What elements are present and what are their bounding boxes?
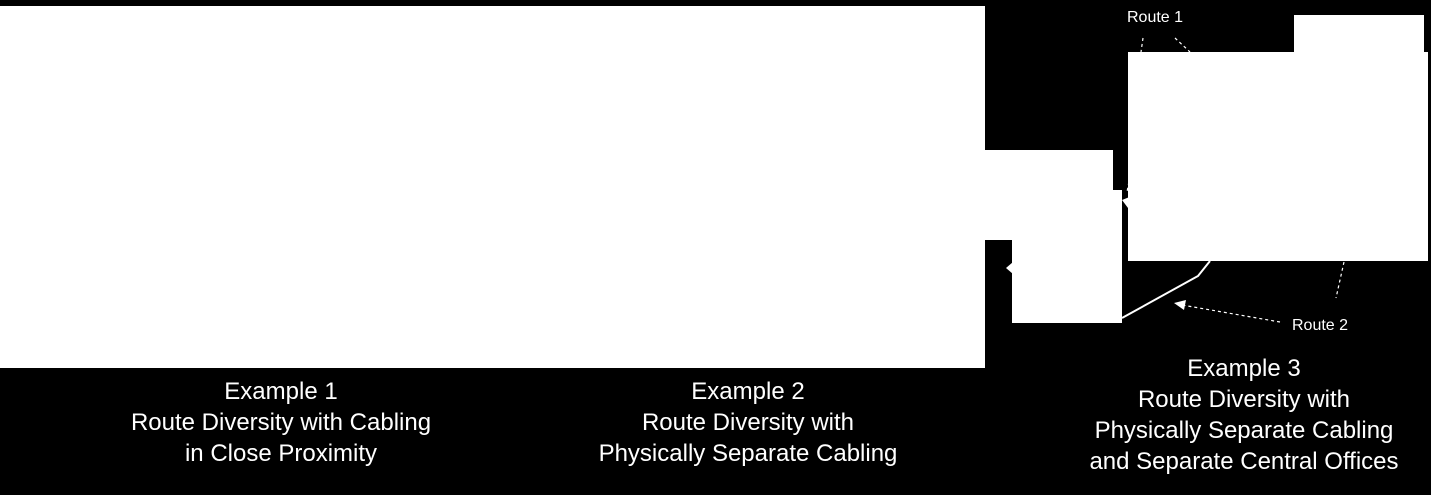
connector-dash [1126,175,1131,193]
route2-arrowhead [1174,300,1186,310]
route1-leader-left [1140,37,1144,53]
route1-label: Route 1 [1127,9,1184,26]
example3-line3: and Separate Central Offices [1089,448,1399,475]
example3-heading: Example 3 [1187,355,1301,382]
example2-caption: Example 2 Route Diversity with Physicall… [568,376,928,469]
example3-line1: Route Diversity with [1137,386,1351,413]
route1-leader-right [1174,37,1191,53]
example1-caption: Example 1 Route Diversity with Cabling i… [100,376,462,469]
example2-line2: Physically Separate Cabling [598,440,898,467]
example1-line2: in Close Proximity [184,440,378,467]
example1-heading: Example 1 [224,378,338,405]
upper-building-block [1294,15,1424,55]
left-arrowhead [1006,262,1013,274]
example2-heading: Example 2 [691,378,805,405]
route2-leader [1181,304,1281,323]
lower-building-block [1012,190,1122,323]
examples-1-2-panel [0,6,985,368]
central-office-block [1128,52,1428,261]
connector-arrowhead [1122,196,1132,208]
route2-label: Route 2 [1292,317,1349,334]
route2-cable-path [1121,260,1211,319]
example3-line2: Physically Separate Cabling [1094,417,1394,444]
example3-caption: Example 3 Route Diversity with Physicall… [1064,353,1424,477]
example2-line1: Route Diversity with [641,409,855,436]
route2-leader-right [1335,261,1345,299]
example1-line1: Route Diversity with Cabling [130,409,432,436]
